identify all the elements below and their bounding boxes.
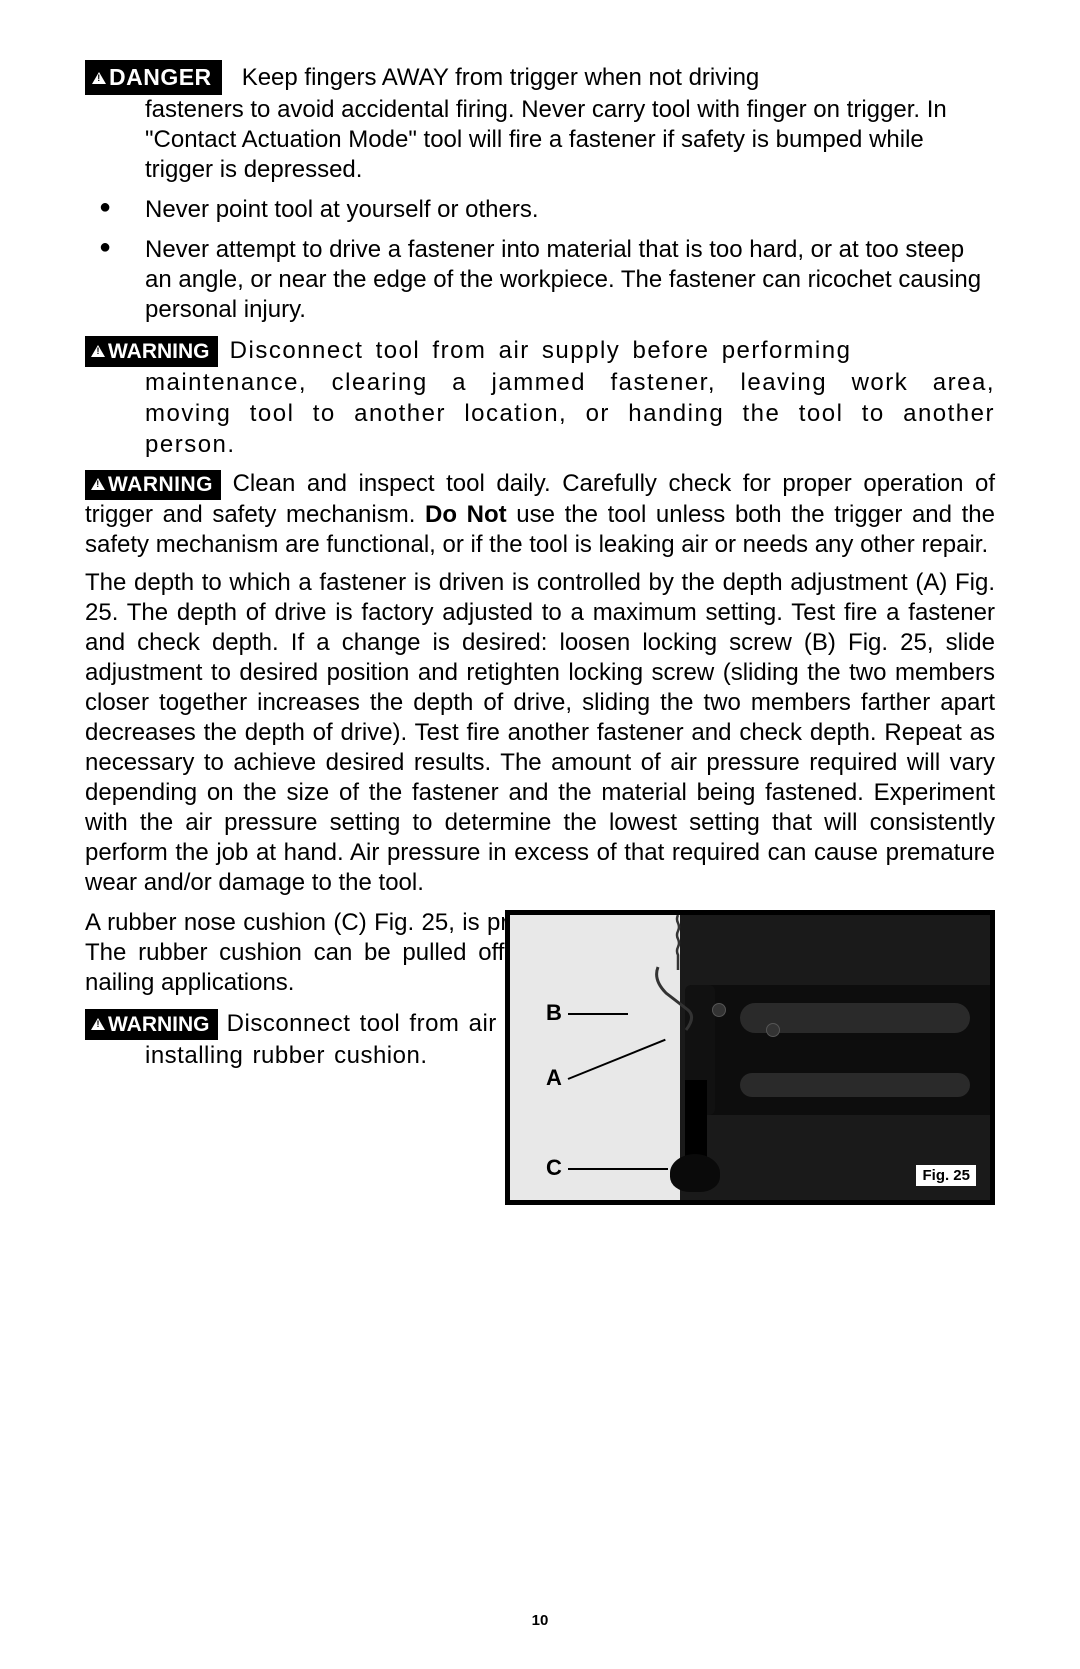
danger-badge: DANGER — [85, 60, 222, 95]
alert-icon — [91, 478, 105, 490]
warn2-bold: Do Not — [425, 501, 507, 528]
bullet-item: Never attempt to drive a fastener into m… — [85, 235, 995, 325]
warning-1-text: WARNING Disconnect tool from air supply … — [85, 335, 995, 461]
warning-label: WARNING — [108, 1013, 210, 1036]
figure-label-c: C — [546, 1155, 562, 1181]
alert-icon — [92, 72, 106, 84]
figure-label-b: B — [546, 1000, 562, 1026]
danger-text: DANGER Keep fingers AWAY from trigger wh… — [85, 64, 995, 185]
warning-2-text: WARNING Clean and inspect tool daily. Ca… — [85, 469, 995, 560]
bullet-item: Never point tool at yourself or others. — [85, 195, 995, 225]
figure-tool-shaft — [685, 1080, 707, 1160]
figure-tool-housing — [690, 985, 995, 1115]
warn2-line1: Clean and inspect tool daily. Carefully … — [233, 470, 852, 497]
figure-nose-cushion — [670, 1154, 720, 1192]
warning-badge: WARNING — [85, 336, 218, 367]
warning-block-1: WARNING Disconnect tool from air supply … — [85, 335, 995, 461]
page-number: 10 — [532, 1612, 549, 1629]
warning-label: WARNING — [108, 340, 210, 363]
figure-25: B A C Fig. 25 — [505, 910, 995, 1205]
alert-icon — [91, 345, 105, 357]
danger-continuation: fasteners to avoid accidental firing. Ne… — [85, 95, 995, 185]
warn1-line1: Disconnect tool from air supply before p… — [230, 337, 852, 364]
danger-label: DANGER — [109, 64, 212, 90]
figure-label-a: A — [546, 1065, 562, 1091]
figure-caption: Fig. 25 — [916, 1165, 976, 1186]
danger-block: DANGER Keep fingers AWAY from trigger wh… — [85, 60, 995, 185]
warning-label: WARNING — [108, 473, 213, 496]
paragraph-depth: The depth to which a fastener is driven … — [85, 568, 995, 898]
figure-leader-b — [568, 1013, 628, 1015]
warn1-continuation: maintenance, clearing a jammed fastener,… — [85, 367, 995, 461]
figure-leader-c — [568, 1168, 668, 1170]
figure-locking-screw — [712, 1003, 726, 1017]
figure-leader-a — [568, 1039, 666, 1080]
warning-block-2: WARNING Clean and inspect tool daily. Ca… — [85, 469, 995, 560]
warning-badge: WARNING — [85, 1009, 218, 1040]
figure-pin — [766, 1023, 780, 1037]
figure-spring-wire — [648, 915, 708, 1035]
danger-line1: Keep fingers AWAY from trigger when not … — [242, 64, 760, 91]
alert-icon — [91, 1018, 105, 1030]
warning-badge: WARNING — [85, 470, 221, 500]
bullet-list: Never point tool at yourself or others. … — [85, 195, 995, 325]
